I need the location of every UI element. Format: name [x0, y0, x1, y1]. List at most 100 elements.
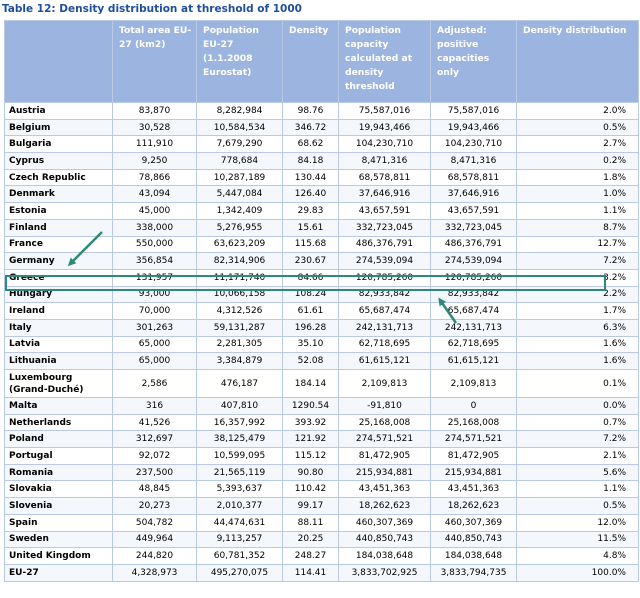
row-population: 10,599,095 [196, 447, 283, 465]
row-distribution: 5.6% [516, 463, 639, 482]
row-density: 98.76 [282, 102, 339, 120]
row-distribution: 1.1% [516, 202, 639, 220]
row-population: 44,474,631 [196, 513, 283, 532]
row-adjusted: 332,723,045 [430, 218, 517, 237]
row-distribution: 4.8% [516, 547, 639, 565]
row-country: Spain [4, 513, 113, 532]
row-distribution: 0.0% [516, 397, 639, 415]
row-capacity: 25,168,008 [338, 413, 431, 432]
row-density: 88.11 [282, 513, 339, 532]
row-distribution: 0.7% [516, 413, 639, 432]
row-adjusted: 81,472,905 [430, 447, 517, 465]
table-row: Germany 356,854 82,314,906 230.67 274,539,09… [4, 252, 639, 270]
row-country: Luxembourg (Grand-Duché) [4, 369, 113, 398]
row-area: 48,845 [112, 480, 197, 499]
row-adjusted: 2,109,813 [430, 369, 517, 398]
row-country: Portugal [4, 447, 113, 465]
row-adjusted: 43,657,591 [430, 202, 517, 220]
row-distribution: 1.6% [516, 335, 639, 354]
row-population: 38,125,479 [196, 430, 283, 449]
row-density: 346.72 [282, 118, 339, 137]
row-capacity: 332,723,045 [338, 218, 431, 237]
row-population: 60,781,352 [196, 547, 283, 565]
table-row: Portugal 92,072 10,599,095 115.12 81,472,905… [4, 447, 639, 465]
row-density: 35.10 [282, 335, 339, 354]
row-country: Denmark [4, 185, 113, 204]
row-distribution: 1.6% [516, 352, 639, 370]
row-country: Czech Republic [4, 168, 113, 187]
row-adjusted: 68,578,811 [430, 168, 517, 187]
row-distribution: 2.7% [516, 135, 639, 154]
table-row: EU-27 4,328,973 495,270,075 114.41 3,833,702… [4, 563, 639, 582]
density-table: Total area EU-27 (km2) Population EU-27 … [4, 20, 639, 582]
row-population: 8,282,984 [196, 102, 283, 120]
row-area: 111,910 [112, 135, 197, 154]
header-country [4, 20, 113, 103]
row-density: 121.92 [282, 430, 339, 449]
row-capacity: 65,687,474 [338, 302, 431, 320]
row-capacity: 61,615,121 [338, 352, 431, 370]
table-title: Table 12: Density distribution at thresh… [2, 3, 302, 15]
table-row: United Kingdom 244,820 60,781,352 248.27 184… [4, 547, 639, 565]
row-area: 65,000 [112, 352, 197, 370]
table-row: Romania 237,500 21,565,119 90.80 215,934,881… [4, 463, 639, 482]
row-country: Austria [4, 102, 113, 120]
table-row: Hungary 93,000 10,066,158 108.24 82,933,842 8… [4, 285, 639, 304]
row-distribution: 0.1% [516, 369, 639, 398]
row-distribution: 0.5% [516, 497, 639, 515]
header-capacity: Population capacity calculated at densit… [338, 20, 431, 103]
row-adjusted: 215,934,881 [430, 463, 517, 482]
header-area: Total area EU-27 (km2) [112, 20, 197, 103]
table-row: Italy 301,263 59,131,287 196.28 242,131,713 2… [4, 318, 639, 337]
row-population: 10,287,189 [196, 168, 283, 187]
row-area: 550,000 [112, 235, 197, 254]
row-country: Belgium [4, 118, 113, 137]
row-country: Latvia [4, 335, 113, 354]
table-row: Netherlands 41,526 16,357,992 393.92 25,168,… [4, 413, 639, 432]
row-capacity: 81,472,905 [338, 447, 431, 465]
row-adjusted: 43,451,363 [430, 480, 517, 499]
row-distribution: 2.2% [516, 285, 639, 304]
table-row: Malta 316 407,810 1290.54 -91,810 0 0.0% [4, 397, 639, 415]
row-density: 61.61 [282, 302, 339, 320]
row-capacity: 43,657,591 [338, 202, 431, 220]
row-population: 10,066,158 [196, 285, 283, 304]
row-adjusted: 120,785,260 [430, 268, 517, 287]
row-country: Bulgaria [4, 135, 113, 154]
row-density: 29.83 [282, 202, 339, 220]
table-row: France 550,000 63,623,209 115.68 486,376,791… [4, 235, 639, 254]
row-area: 83,870 [112, 102, 197, 120]
row-density: 115.12 [282, 447, 339, 465]
row-population: 5,393,637 [196, 480, 283, 499]
row-country: Romania [4, 463, 113, 482]
row-area: 504,782 [112, 513, 197, 532]
table-row: Estonia 45,000 1,342,409 29.83 43,657,591 43,… [4, 202, 639, 220]
row-distribution: 3.2% [516, 268, 639, 287]
table-row: Bulgaria 111,910 7,679,290 68.62 104,230,710… [4, 135, 639, 154]
table-row: Czech Republic 78,866 10,287,189 130.44 68,5… [4, 168, 639, 187]
row-density: 393.92 [282, 413, 339, 432]
row-capacity: 274,571,521 [338, 430, 431, 449]
row-country: France [4, 235, 113, 254]
row-area: 312,697 [112, 430, 197, 449]
row-density: 108.24 [282, 285, 339, 304]
row-capacity: 274,539,094 [338, 252, 431, 270]
row-population: 2,281,305 [196, 335, 283, 354]
row-area: 30,528 [112, 118, 197, 137]
row-density: 248.27 [282, 547, 339, 565]
row-population: 4,312,526 [196, 302, 283, 320]
row-distribution: 7.2% [516, 430, 639, 449]
header-density: Density [282, 20, 339, 103]
row-population: 59,131,287 [196, 318, 283, 337]
row-adjusted: 18,262,623 [430, 497, 517, 515]
row-adjusted: 440,850,743 [430, 530, 517, 549]
row-country: Estonia [4, 202, 113, 220]
row-area: 43,094 [112, 185, 197, 204]
row-density: 115.68 [282, 235, 339, 254]
row-area: 20,273 [112, 497, 197, 515]
header-adjusted: Adjusted: positive capacities only [430, 20, 517, 103]
row-country: Italy [4, 318, 113, 337]
row-area: 9,250 [112, 152, 197, 170]
row-population: 2,010,377 [196, 497, 283, 515]
row-density: 68.62 [282, 135, 339, 154]
